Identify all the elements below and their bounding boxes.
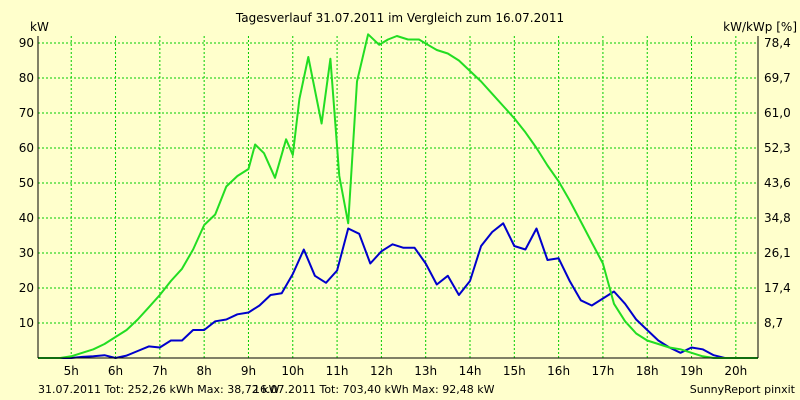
y-tick-left: 20	[19, 281, 34, 295]
y-tick-right: 26,1	[764, 246, 791, 260]
y-tick-right: 43,6	[764, 176, 791, 190]
y-tick-right: 34,8	[764, 211, 791, 225]
x-tick: 5h	[64, 364, 79, 378]
y-tick-left: 60	[19, 141, 34, 155]
y-tick-left: 70	[19, 106, 34, 120]
y-tick-right: 78,4	[764, 36, 791, 50]
x-tick: 9h	[241, 364, 256, 378]
x-tick: 20h	[724, 364, 747, 378]
footer-green-summary: 16.07.2011 Tot: 703,40 kWh Max: 92,48 kW	[253, 383, 495, 396]
chart-title: Tagesverlauf 31.07.2011 im Vergleich zum…	[235, 11, 564, 25]
y-tick-right: 17,4	[764, 281, 791, 295]
y-tick-right: 61,0	[764, 106, 791, 120]
tick-labels: 10 8,7 20 17,4 30 26,1 40 34,8 50 43,6 60 52,3 70 61,…	[19, 36, 791, 378]
y-tick-left: 90	[19, 36, 34, 50]
x-tick: 16h	[547, 364, 570, 378]
y-tick-left: 50	[19, 176, 34, 190]
x-tick: 17h	[591, 364, 614, 378]
y-tick-left: 40	[19, 211, 34, 225]
x-tick: 6h	[108, 364, 123, 378]
x-tick: 14h	[459, 364, 482, 378]
x-tick: 7h	[152, 364, 167, 378]
x-tick: 18h	[636, 364, 659, 378]
x-tick: 11h	[326, 364, 349, 378]
y-tick-right: 69,7	[764, 71, 791, 85]
y-tick-right: 8,7	[764, 316, 783, 330]
y-tick-right: 52,3	[764, 141, 791, 155]
series-line-2	[38, 33, 758, 359]
x-tick: 13h	[414, 364, 437, 378]
axes	[37, 36, 759, 359]
footer-credit: SunnyReport pinxit	[690, 383, 796, 396]
series-line-1	[38, 222, 758, 359]
x-tick: 19h	[680, 364, 703, 378]
grid	[38, 36, 758, 358]
y-axis-right-label: kW/kWp [%]	[723, 20, 797, 34]
x-tick: 10h	[281, 364, 304, 378]
y-tick-left: 30	[19, 246, 34, 260]
y-axis-left-label: kW	[30, 20, 49, 34]
x-tick: 12h	[370, 364, 393, 378]
x-tick: 15h	[503, 364, 526, 378]
series-layer	[38, 33, 758, 359]
footer-blue-summary: 31.07.2011 Tot: 252,26 kWh Max: 38,72 kW	[38, 383, 280, 396]
y-tick-left: 80	[19, 71, 34, 85]
y-tick-left: 10	[19, 316, 34, 330]
x-tick: 8h	[197, 364, 212, 378]
